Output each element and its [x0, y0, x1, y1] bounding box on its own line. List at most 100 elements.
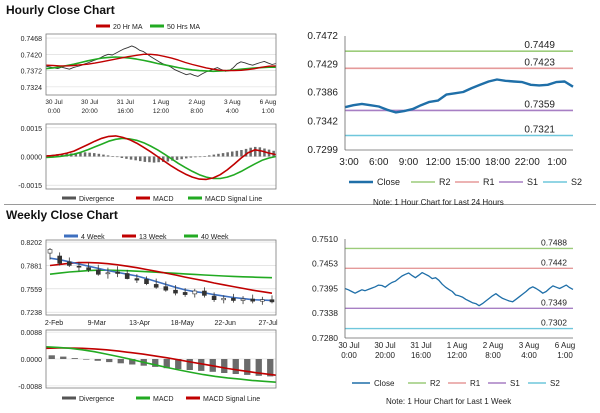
weekly-price-ytick: 0.7881	[21, 263, 43, 270]
candle-body	[144, 278, 149, 284]
candle-body	[173, 289, 178, 294]
candle-body	[211, 295, 217, 301]
hourly-right-legend-label: R2	[439, 177, 451, 187]
hourly-divergence-bar	[231, 151, 234, 157]
candle-body	[269, 299, 275, 303]
weekly-right-legend-label: R2	[430, 379, 441, 388]
hourly-divergence-bar	[240, 150, 243, 157]
weekly-close-line	[344, 271, 574, 307]
weekly-right-xtick: 31 Jul	[410, 341, 432, 350]
hourly-divergence-bar	[125, 156, 128, 159]
weekly-section-title: Weekly Close Chart	[6, 208, 118, 222]
hourly-divergence-bar	[194, 156, 197, 158]
hourly-divergence-bar	[152, 156, 156, 163]
hourly-ma-legend-label: 50 Hrs MA	[167, 24, 200, 31]
hourly-20hr-ma-series	[45, 53, 277, 72]
weekly-divergence-bar	[94, 359, 101, 361]
level-label-s1: 0.7349	[541, 297, 567, 307]
hourly-price-xtick: 1 Aug	[153, 99, 170, 106]
weekly-divergence-bar	[244, 359, 251, 375]
hourly-divergence-bar	[102, 154, 105, 157]
hourly-divergence-bar	[83, 152, 87, 157]
weekly-4wk-ma-series	[49, 257, 273, 302]
level-label-r2: 0.7488	[541, 237, 567, 247]
weekly-divergence-bar	[198, 359, 205, 371]
level-label-s2: 0.7302	[541, 318, 567, 328]
level-label-r1: 0.7442	[541, 257, 567, 267]
level-label-r2: 0.7449	[524, 40, 555, 51]
weekly-price-ytick: 0.7559	[21, 287, 43, 294]
weekly-right-ytick: 0.7338	[312, 308, 338, 318]
weekly-divergence-bar	[221, 359, 228, 373]
weekly-right-xtick: 1 Aug	[447, 341, 467, 350]
candle-body	[221, 297, 226, 301]
weekly-right-xtick: 16:00	[411, 351, 432, 360]
weekly-price-ytick: 0.7238	[21, 310, 43, 317]
hourly-ma-legend-label: 20 Hr MA	[113, 24, 143, 31]
level-label-r1: 0.7423	[524, 57, 555, 68]
hourly-right-legend-label: Close	[377, 177, 400, 187]
weekly-right-xtick: 1:00	[557, 351, 573, 360]
hourly-divergence-bar	[88, 152, 91, 157]
weekly-divergence-bar	[152, 359, 159, 367]
weekly-price-xtick: 18-May	[171, 320, 195, 327]
hourly-macd-ytick: 0.0000	[21, 155, 43, 162]
weekly-divergence-bar	[48, 355, 55, 359]
weekly-macd-ytick: -0.0088	[18, 384, 42, 391]
weekly-macd-frame	[45, 329, 277, 389]
hourly-right-ytick: 0.7299	[307, 145, 338, 156]
hourly-macd-legend-label: MACD Signal Line	[205, 196, 262, 203]
level-label-s1: 0.7359	[524, 99, 555, 110]
hourly-right-legend-label: R1	[483, 177, 495, 187]
hourly-divergence-bar	[116, 156, 119, 158]
hourly-price-ytick: 0.7468	[21, 36, 43, 43]
candle-body	[57, 255, 63, 264]
hourly-price-xtick: 1:00	[262, 108, 275, 115]
hourly-price-xtick: 4:00	[226, 108, 239, 115]
hourly-divergence-bar	[198, 156, 202, 158]
weekly-right-xtick: 0:00	[341, 351, 357, 360]
hourly-divergence-bar	[74, 153, 78, 157]
hourly-divergence-bar	[185, 156, 188, 159]
candle-body	[67, 261, 72, 266]
hourly-divergence-bar	[129, 156, 133, 160]
weekly-right-ytick: 0.7280	[312, 333, 338, 343]
hourly-divergence-bar	[208, 155, 211, 157]
hourly-macd-legend-label: Divergence	[79, 196, 115, 203]
candle-body	[240, 298, 246, 301]
weekly-divergence-bar	[71, 358, 78, 359]
weekly-divergence-bar	[60, 356, 67, 359]
hourly-right-xtick: 15:00	[455, 157, 480, 168]
weekly-right-xtick: 12:00	[447, 351, 468, 360]
weekly-divergence-bar	[255, 359, 262, 376]
weekly-divergence-bar	[232, 359, 239, 374]
weekly-divergence-bar	[83, 359, 90, 360]
weekly-right-legend-label: Close	[374, 379, 395, 388]
hourly-divergence-bar	[221, 153, 225, 157]
weekly-13wk-ma-series	[49, 261, 273, 294]
hourly-note: Note: 1 Hour Chart for Last 24 Hours	[373, 198, 504, 207]
hourly-divergence-bar	[189, 156, 193, 158]
candle-body	[47, 249, 53, 254]
weekly-ma-legend-label: 4 Week	[81, 234, 105, 241]
hourly-close-series	[45, 45, 277, 77]
weekly-price-frame	[45, 239, 277, 316]
hourly-price-xtick: 30 Jul	[81, 99, 99, 106]
hourly-macd-ytick: -0.0015	[18, 183, 42, 190]
weekly-divergence-bar	[117, 359, 124, 364]
hourly-right-xtick: 22:00	[515, 157, 540, 168]
hourly-right-ytick: 0.7472	[307, 31, 338, 42]
weekly-right-xtick: 2 Aug	[483, 341, 503, 350]
weekly-40wk-ma-series	[49, 269, 273, 279]
hourly-divergence-bar	[217, 153, 220, 157]
weekly-price-xtick: 13-Apr	[129, 320, 151, 327]
hourly-divergence-bar	[244, 148, 248, 157]
hourly-right-xtick: 9:00	[399, 157, 419, 168]
weekly-price-xtick: 27-Jul	[258, 320, 278, 327]
hourly-right-legend-label: S2	[571, 177, 582, 187]
weekly-price-xtick: 2-Feb	[45, 320, 63, 327]
weekly-right-xtick: 3 Aug	[519, 341, 539, 350]
section-divider	[4, 204, 596, 205]
hourly-price-xtick: 6 Aug	[260, 99, 277, 106]
level-label-s2: 0.7321	[524, 125, 555, 136]
